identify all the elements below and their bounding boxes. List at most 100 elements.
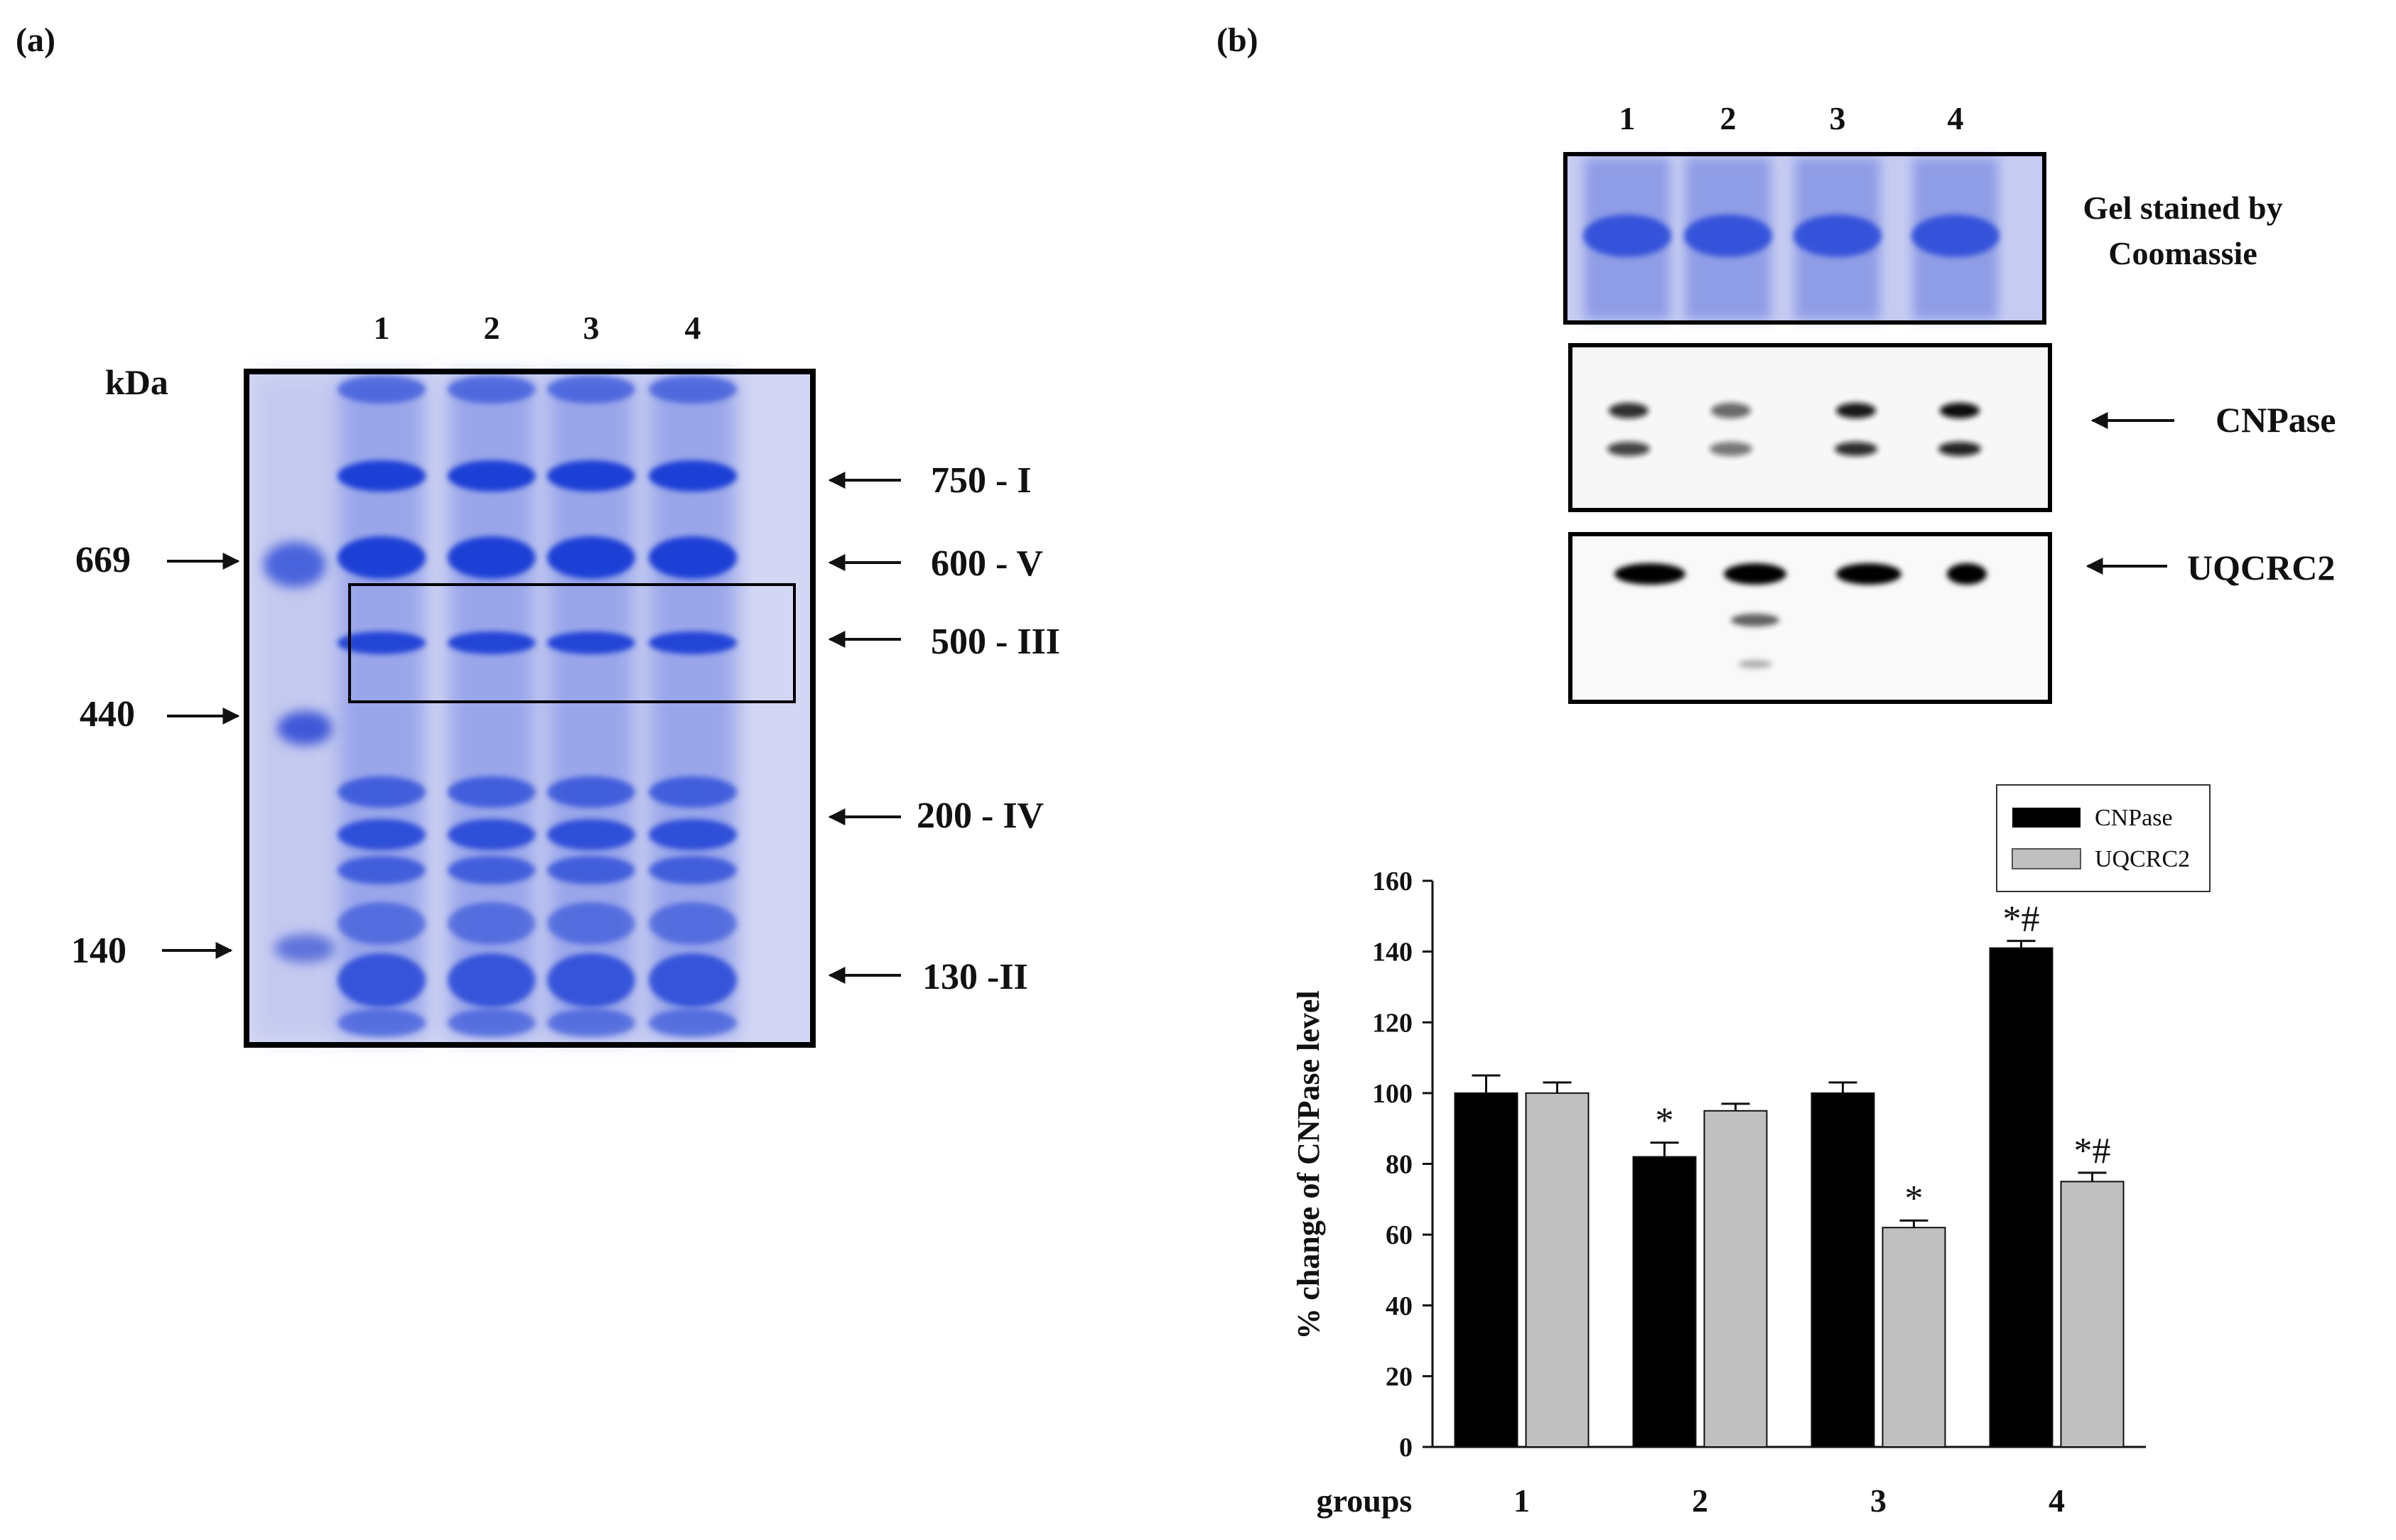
gel-band xyxy=(338,819,426,850)
cnpase-band xyxy=(1711,403,1751,418)
cnpase-band xyxy=(1836,403,1876,418)
gel-b-lane-label: 2 xyxy=(1720,100,1737,136)
gel-a-lane-label: 2 xyxy=(484,310,500,346)
gel-band xyxy=(649,953,737,1007)
gel-band xyxy=(649,375,737,403)
coomassie-label: Gel stained by xyxy=(2083,190,2282,226)
coomassie-band xyxy=(1583,215,1671,257)
gel-band xyxy=(547,902,635,945)
coomassie-label: Coomassie xyxy=(2108,235,2257,271)
complex-label-IV: 200 - IV xyxy=(917,796,1044,836)
bar-uqcrc2-1 xyxy=(1525,1092,1590,1448)
gel-band xyxy=(338,902,426,945)
uqcrc2-blot-image xyxy=(1568,532,2052,704)
gel-band xyxy=(547,776,635,808)
x-tick-label: 4 xyxy=(2049,1482,2065,1519)
bar-cnpase-3 xyxy=(1811,1092,1875,1448)
coomassie-band xyxy=(1793,215,1882,257)
gel-band xyxy=(547,631,635,654)
legend-swatch-uqcrc2 xyxy=(2012,848,2081,869)
gel-band xyxy=(338,953,426,1007)
uqcrc2-band xyxy=(1836,563,1901,585)
y-tick-label: 80 xyxy=(1386,1150,1413,1180)
marker-label-140: 140 xyxy=(71,931,126,971)
gel-band xyxy=(649,902,737,945)
gel-band xyxy=(547,819,635,850)
gel-band xyxy=(547,953,635,1007)
gel-band xyxy=(448,902,536,945)
complex-label-II: 130 -II xyxy=(922,957,1028,997)
gel-band xyxy=(448,819,536,850)
legend-swatch-cnpase xyxy=(2012,808,2081,828)
gel-band xyxy=(448,375,536,403)
marker-label-440: 440 xyxy=(80,694,135,734)
x-tick-label: 1 xyxy=(1513,1482,1530,1519)
x-tick-label: 2 xyxy=(1692,1482,1708,1519)
cnpase-band xyxy=(1607,442,1650,456)
uqcrc2-blot-label: UQCRC2 xyxy=(2187,548,2335,587)
significance-marker: *# xyxy=(2074,1131,2111,1171)
cnpase-blot-image xyxy=(1568,343,2052,512)
gel-band xyxy=(649,1009,737,1037)
cnpase-band xyxy=(1940,403,1980,418)
cnpase-blot-label: CNPase xyxy=(2216,400,2336,440)
gel-band xyxy=(649,460,737,492)
complex-label-V: 600 - V xyxy=(931,543,1043,584)
bar-uqcrc2-2 xyxy=(1703,1110,1768,1448)
gel-band xyxy=(448,776,536,808)
uqcrc2-band xyxy=(1731,614,1779,627)
gel-a-lane-label: 1 xyxy=(374,310,390,346)
gel-band xyxy=(547,460,635,492)
y-tick-label: 120 xyxy=(1372,1008,1413,1038)
legend-label-cnpase: CNPase xyxy=(2095,805,2173,831)
gel-band xyxy=(338,856,426,884)
y-tick-label: 0 xyxy=(1399,1433,1413,1463)
gel-band xyxy=(649,819,737,850)
gel-a-lane-label: 4 xyxy=(685,310,701,346)
gel-b-lane-label: 3 xyxy=(1830,100,1846,136)
native-gel-image xyxy=(244,369,816,1048)
y-axis-label: % change of CNPase level xyxy=(1291,990,1326,1339)
gel-band xyxy=(338,776,426,808)
gel-band xyxy=(547,1009,635,1037)
gel-band xyxy=(338,1009,426,1037)
bar-chart: CNPase UQCRC2 0 20 40 60 80 100 120 140 160 % cha… xyxy=(1291,784,2211,1519)
gel-band xyxy=(338,460,426,492)
y-tick-label: 20 xyxy=(1386,1362,1413,1392)
panel-b-label: (b) xyxy=(1216,21,1258,59)
gel-band xyxy=(649,776,737,808)
coomassie-gel-image xyxy=(1563,152,2046,325)
significance-marker: *# xyxy=(2003,899,2040,940)
cnpase-band xyxy=(1710,442,1752,456)
gel-band xyxy=(338,375,426,403)
complex-label-III: 500 - III xyxy=(931,622,1060,662)
gel-band xyxy=(338,631,426,654)
gel-b-lane-label: 1 xyxy=(1619,100,1636,136)
cnpase-band xyxy=(1938,442,1981,456)
y-tick-label: 100 xyxy=(1372,1079,1413,1109)
uqcrc2-band xyxy=(1738,660,1772,668)
gel-band xyxy=(448,631,536,654)
bar-cnpase-4 xyxy=(1989,947,2054,1448)
gel-band xyxy=(547,536,635,579)
gel-band xyxy=(448,536,536,579)
significance-marker: * xyxy=(1905,1178,1923,1219)
gel-band xyxy=(649,536,737,579)
y-tick-label: 40 xyxy=(1386,1291,1413,1321)
x-axis-label: groups xyxy=(1317,1482,1413,1519)
gel-band xyxy=(547,375,635,403)
coomassie-band xyxy=(1911,215,2000,257)
panel-a-label: (a) xyxy=(16,21,55,59)
bar-cnpase-1 xyxy=(1454,1092,1518,1448)
complex-label-I: 750 - I xyxy=(931,460,1032,501)
legend-label-uqcrc2: UQCRC2 xyxy=(2095,846,2190,872)
y-tick-label: 160 xyxy=(1372,867,1413,896)
gel-band xyxy=(649,631,737,654)
y-tick-label: 60 xyxy=(1386,1220,1413,1250)
marker-label-669: 669 xyxy=(75,540,131,580)
cnpase-band xyxy=(1835,442,1877,456)
significance-marker: * xyxy=(1656,1101,1674,1142)
uqcrc2-band xyxy=(1724,563,1786,585)
cnpase-band xyxy=(1609,403,1648,418)
